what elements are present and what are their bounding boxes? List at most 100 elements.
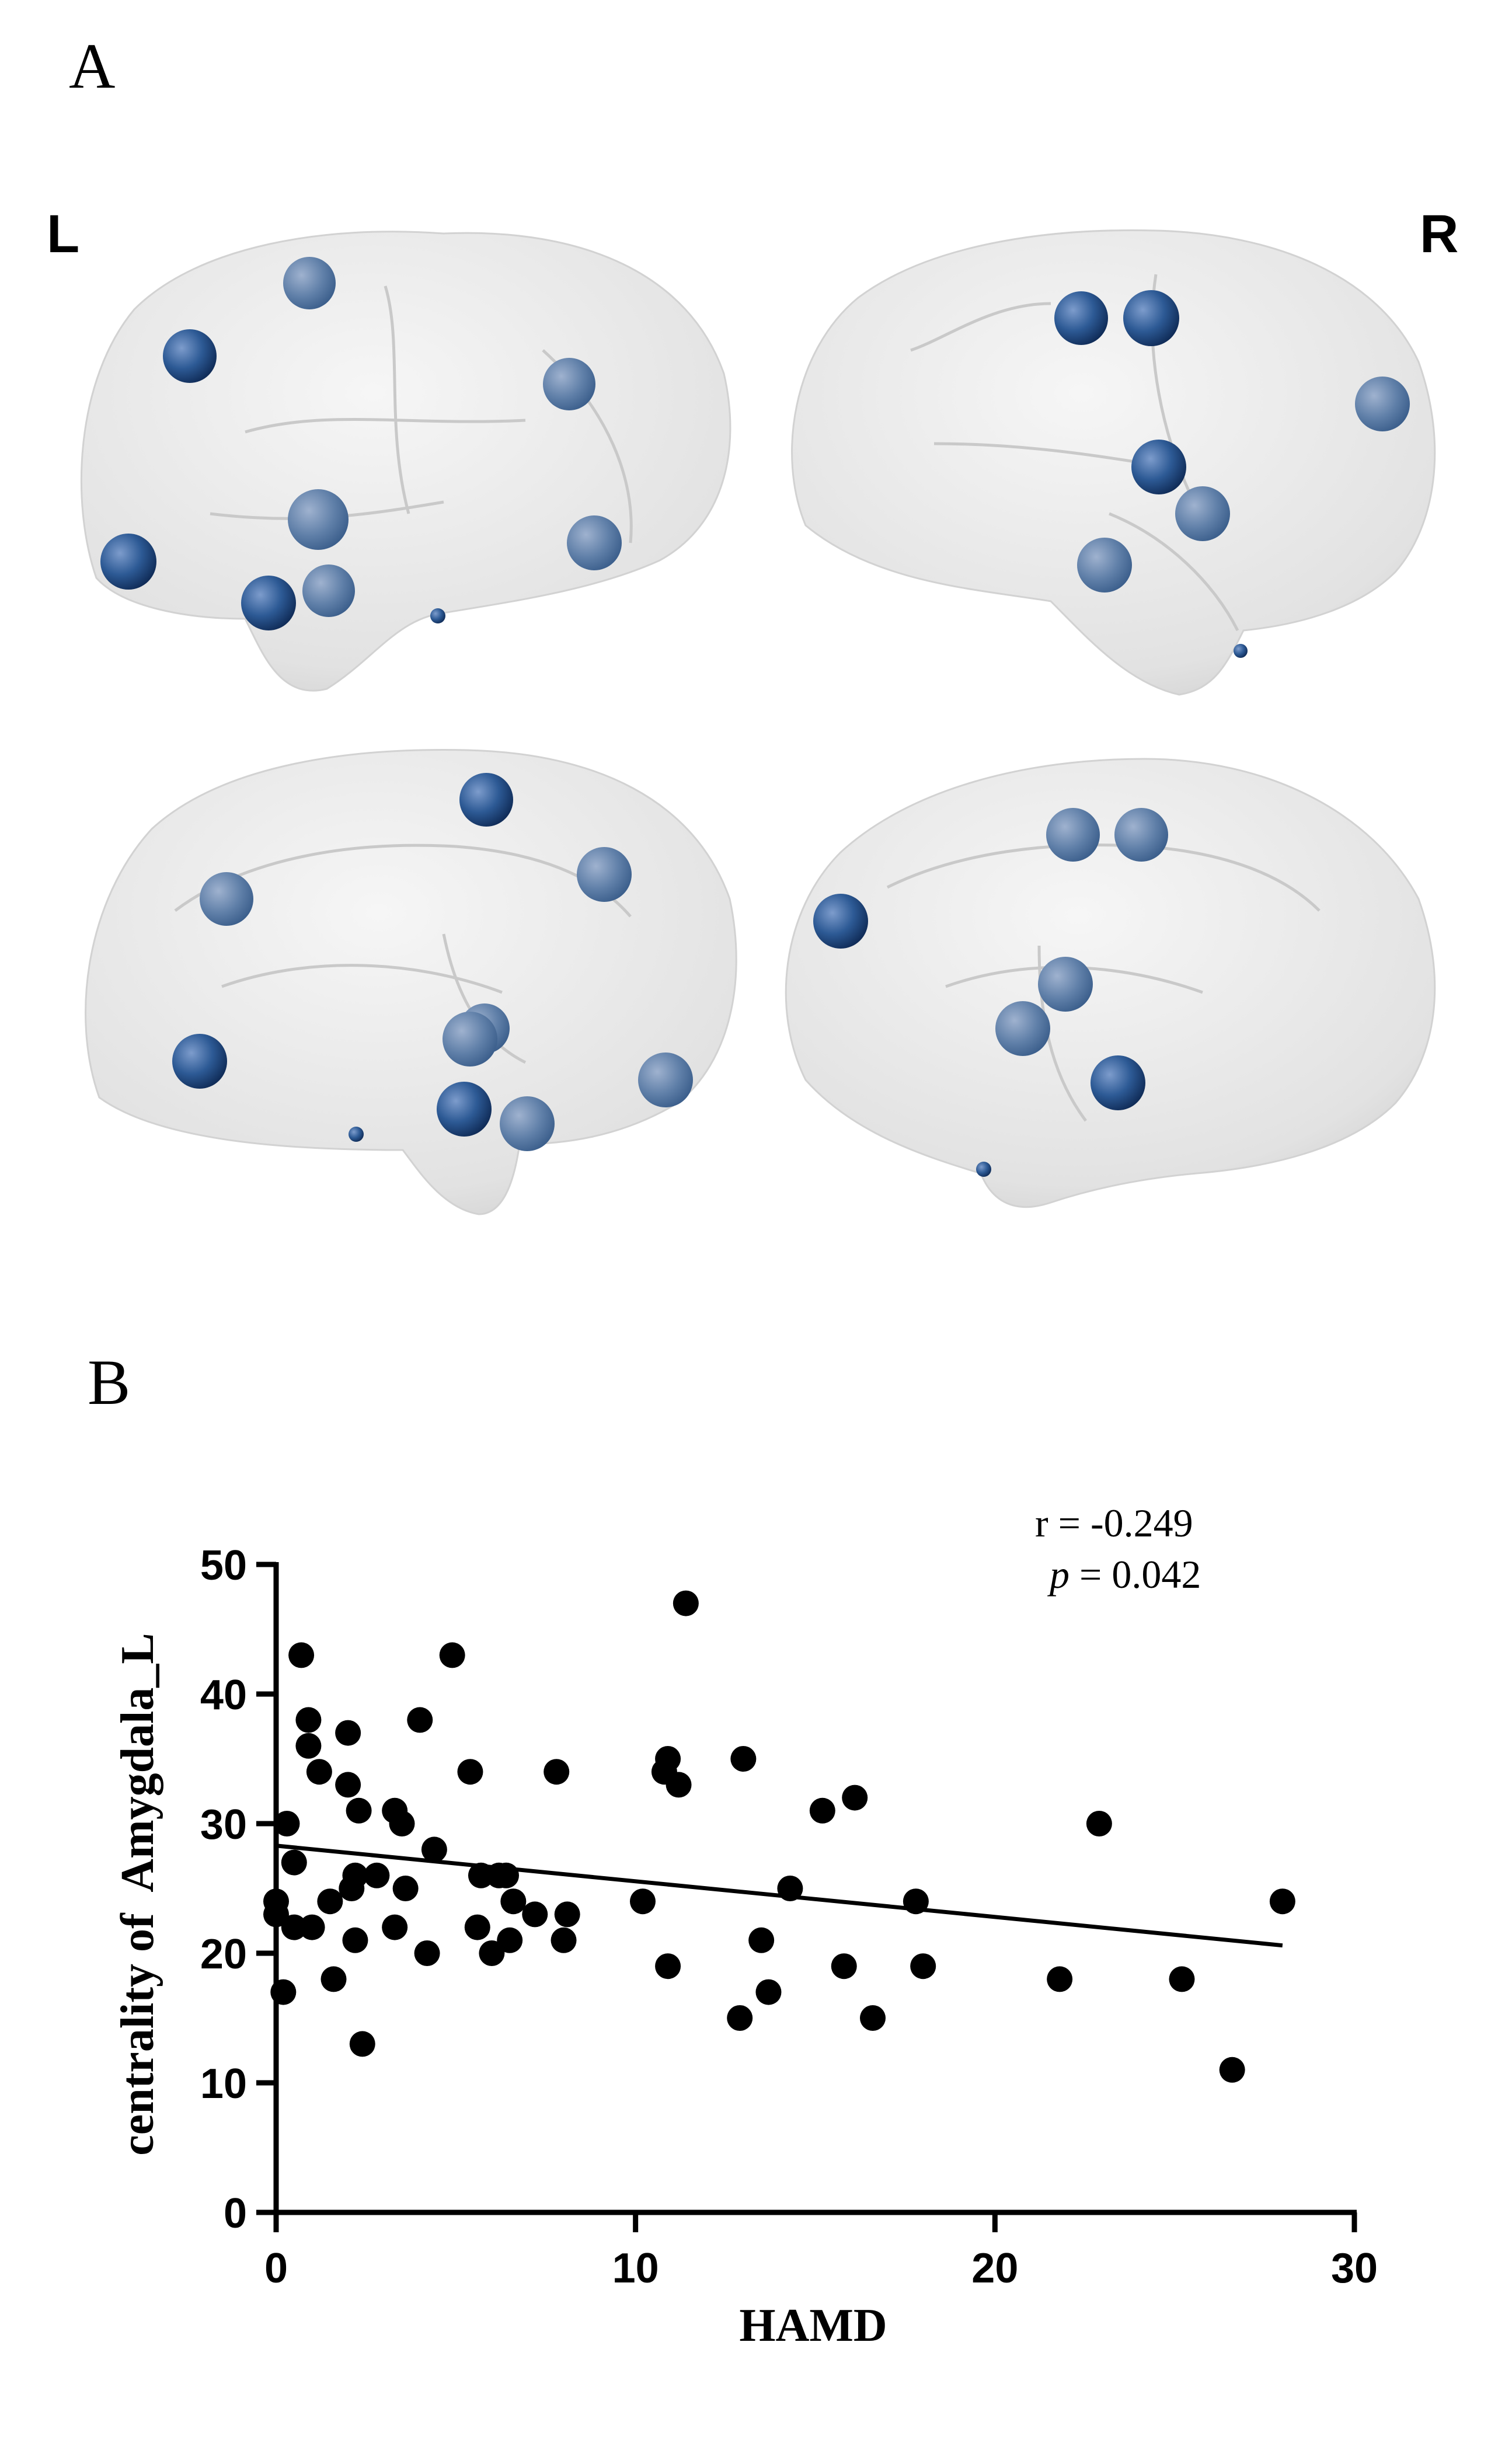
y-tick-label: 10 [200, 2061, 247, 2107]
data-point [407, 1707, 433, 1733]
brain-node [1355, 377, 1410, 431]
data-point [831, 1953, 857, 1979]
data-point [493, 1862, 520, 1888]
data-point [295, 1707, 322, 1733]
data-point [335, 1720, 361, 1746]
brain-node [1091, 1055, 1145, 1110]
data-point [263, 1901, 289, 1928]
data-point [342, 1862, 368, 1888]
brain-node [543, 358, 595, 410]
data-point [439, 1642, 465, 1668]
data-point [842, 1785, 868, 1811]
x-tick-label: 20 [971, 2245, 1018, 2292]
brain-node [1175, 486, 1230, 541]
brain-node [283, 257, 336, 309]
data-point [421, 1836, 447, 1863]
x-axis-ticks: 0 10 20 30 [264, 2212, 1378, 2292]
brain-node [163, 329, 217, 383]
data-point [274, 1811, 300, 1836]
data-point [364, 1862, 390, 1888]
data-point [551, 1927, 577, 1953]
brain-node [1038, 957, 1093, 1012]
data-point [320, 1966, 347, 1992]
data-point [468, 1862, 494, 1888]
y-axis-label: centrality of Amygdala_L [112, 1633, 163, 2155]
panel-a: A L R [47, 30, 1458, 1215]
data-point [281, 1914, 307, 1940]
brain-node [1131, 440, 1186, 494]
x-tick-label: 10 [612, 2245, 659, 2292]
brain-node [443, 1012, 497, 1067]
brain-node [459, 773, 513, 827]
brain-node [813, 894, 868, 949]
brain-node [430, 608, 445, 623]
p-statistic: p = 0.042 [1047, 1552, 1201, 1597]
brain-left-medial-nodes [172, 773, 693, 1151]
brain-node [995, 1001, 1050, 1056]
panel-b: B 0 10 20 30 40 50 0 10 20 30 HAMD centrality of… [88, 1347, 1378, 2351]
brain-node [1123, 290, 1179, 346]
data-point [479, 1940, 505, 1966]
data-point [392, 1876, 419, 1901]
data-point [809, 1797, 835, 1824]
brain-right-lateral-nodes [1054, 290, 1410, 658]
data-point [730, 1746, 757, 1772]
data-point [673, 1590, 699, 1616]
y-tick-label: 0 [224, 2190, 247, 2237]
y-tick-label: 50 [200, 1542, 247, 1589]
data-point [755, 1979, 782, 2005]
p-symbol: p [1047, 1552, 1069, 1597]
brain-node [172, 1034, 227, 1089]
brain-left-lateral [80, 231, 731, 692]
y-tick-label: 40 [200, 1672, 247, 1719]
data-point [299, 1914, 325, 1940]
data-point [748, 1927, 775, 1953]
left-hemisphere-label: L [47, 204, 79, 264]
data-point [1169, 1966, 1195, 1992]
brain-node [500, 1096, 555, 1151]
brain-node [1046, 808, 1100, 862]
brain-node [241, 576, 296, 630]
data-point [389, 1811, 415, 1836]
data-point [655, 1746, 681, 1772]
data-point [903, 1888, 929, 1915]
scatter-chart: 0 10 20 30 40 50 0 10 20 30 HAMD centrality of A… [112, 1501, 1378, 2351]
brain-right-lateral [791, 229, 1436, 696]
data-point [910, 1953, 936, 1979]
data-point [306, 1759, 332, 1785]
p-value: = 0.042 [1069, 1552, 1201, 1597]
brain-node [1077, 538, 1132, 593]
data-point [1086, 1811, 1112, 1836]
data-point [1047, 1966, 1073, 1992]
data-point [346, 1797, 372, 1824]
brain-node [200, 872, 253, 926]
brain-right-medial [785, 758, 1436, 1208]
brain-node [288, 489, 349, 550]
data-point [522, 1901, 548, 1928]
x-tick-label: 30 [1331, 2245, 1378, 2292]
brain-node [577, 847, 632, 902]
data-point [457, 1759, 483, 1785]
data-point [349, 2031, 375, 2057]
brain-node [638, 1052, 693, 1107]
y-tick-label: 20 [200, 1931, 247, 1978]
panel-b-label: B [88, 1347, 130, 1418]
brain-node [1114, 808, 1168, 862]
data-point [288, 1642, 315, 1668]
brain-node [349, 1127, 364, 1142]
x-tick-label: 0 [264, 2245, 288, 2292]
brain-node [976, 1162, 991, 1177]
data-point [270, 1979, 297, 2005]
data-point [295, 1733, 322, 1759]
data-point [666, 1772, 692, 1798]
r-statistic: r = -0.249 [1035, 1501, 1193, 1545]
data-point [317, 1888, 343, 1915]
data-point [500, 1888, 527, 1915]
data-point [335, 1772, 361, 1798]
data-point [629, 1888, 656, 1915]
data-point [497, 1927, 523, 1953]
brain-node [100, 534, 156, 590]
data-point [464, 1914, 490, 1940]
data-points [263, 1590, 1295, 2083]
